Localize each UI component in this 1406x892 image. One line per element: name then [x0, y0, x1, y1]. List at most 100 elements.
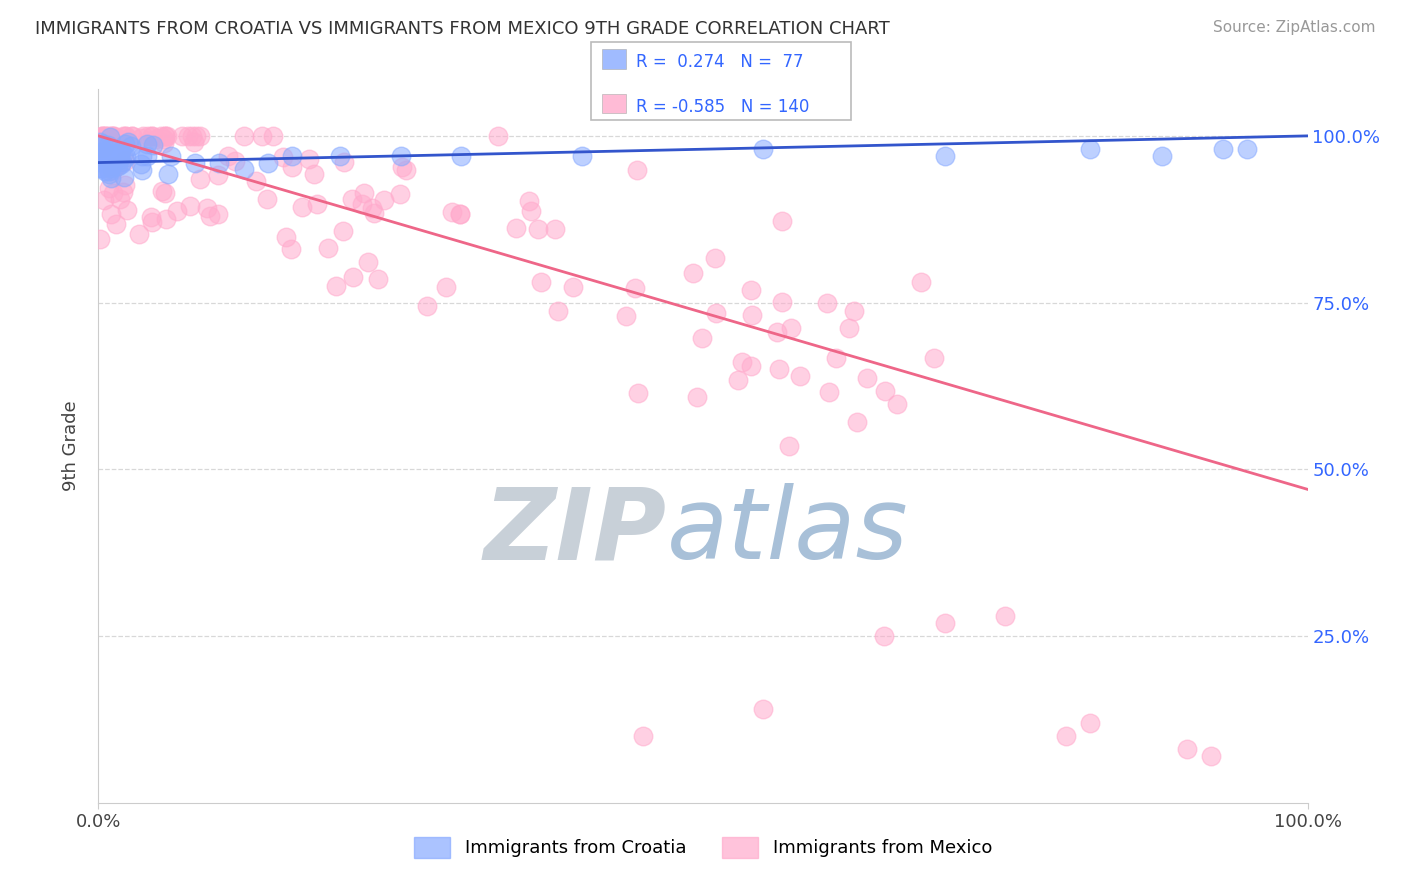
Point	[779, 321, 801, 335]
Point	[631, 729, 654, 743]
Point	[994, 609, 1017, 624]
Point	[155, 212, 177, 227]
Point	[910, 275, 932, 289]
Point	[108, 192, 131, 206]
Point	[135, 149, 157, 163]
Text: ZIP: ZIP	[484, 483, 666, 580]
Point	[353, 186, 375, 200]
Point	[391, 160, 413, 174]
Point	[770, 295, 793, 310]
Point	[153, 128, 176, 143]
Point	[98, 143, 121, 157]
Point	[97, 138, 120, 153]
Point	[93, 193, 115, 207]
Point	[100, 153, 122, 168]
Point	[101, 186, 124, 200]
Point	[120, 139, 142, 153]
Point	[101, 155, 124, 169]
Point	[740, 359, 762, 373]
Point	[131, 149, 153, 163]
Point	[704, 251, 727, 265]
Point	[115, 150, 138, 164]
Point	[91, 128, 114, 143]
Point	[1054, 729, 1077, 743]
Point	[131, 157, 153, 171]
Point	[183, 135, 205, 149]
Point	[101, 158, 124, 172]
Point	[96, 154, 118, 169]
Point	[342, 269, 364, 284]
Point	[188, 171, 211, 186]
Point	[281, 160, 304, 174]
Point	[110, 144, 132, 158]
Point	[273, 150, 295, 164]
Point	[98, 153, 121, 167]
Point	[153, 128, 176, 143]
Point	[96, 153, 118, 167]
Point	[97, 153, 120, 168]
Point	[136, 137, 159, 152]
Point	[98, 129, 121, 144]
Point	[180, 128, 202, 143]
Point	[101, 154, 124, 169]
Point	[1199, 749, 1222, 764]
Point	[94, 128, 117, 143]
Point	[156, 167, 179, 181]
Point	[356, 254, 378, 268]
Point	[89, 155, 111, 169]
Point	[291, 200, 314, 214]
Point	[217, 148, 239, 162]
Point	[142, 137, 165, 152]
Point	[614, 309, 637, 323]
Point	[245, 174, 267, 188]
Text: atlas: atlas	[666, 483, 908, 580]
Point	[704, 306, 727, 320]
Point	[152, 132, 174, 146]
Point	[416, 299, 439, 313]
Point	[91, 148, 114, 162]
Point	[97, 167, 120, 181]
Point	[208, 155, 231, 169]
Point	[686, 390, 709, 404]
Point	[91, 132, 114, 146]
Point	[93, 145, 115, 160]
Point	[103, 161, 125, 175]
Point	[94, 145, 117, 160]
Point	[740, 284, 762, 298]
Point	[114, 128, 136, 143]
Point	[1152, 149, 1174, 163]
Point	[107, 159, 129, 173]
Point	[100, 171, 122, 186]
Point	[89, 151, 111, 165]
Point	[145, 132, 167, 146]
Point	[94, 128, 117, 143]
Point	[91, 137, 114, 152]
Point	[519, 204, 541, 219]
Point	[329, 149, 352, 163]
Point	[97, 148, 120, 162]
Text: Source: ZipAtlas.com: Source: ZipAtlas.com	[1212, 20, 1375, 35]
Point	[770, 214, 793, 228]
Point	[96, 153, 118, 167]
Point	[855, 371, 877, 385]
Point	[97, 128, 120, 143]
Point	[367, 271, 389, 285]
Point	[768, 362, 790, 376]
Text: R =  0.274   N =  77: R = 0.274 N = 77	[636, 53, 803, 71]
Point	[544, 222, 567, 236]
Point	[1212, 142, 1234, 156]
Point	[114, 153, 136, 168]
Point	[150, 128, 173, 143]
Legend: Immigrants from Croatia, Immigrants from Mexico: Immigrants from Croatia, Immigrants from…	[406, 830, 1000, 865]
Point	[89, 161, 111, 175]
Point	[150, 184, 173, 198]
Point	[389, 187, 412, 202]
Point	[139, 210, 162, 224]
Point	[276, 229, 298, 244]
Point	[873, 629, 896, 643]
Point	[875, 384, 897, 399]
Point	[103, 128, 125, 143]
Point	[207, 207, 229, 221]
Point	[160, 149, 183, 163]
Point	[128, 227, 150, 241]
